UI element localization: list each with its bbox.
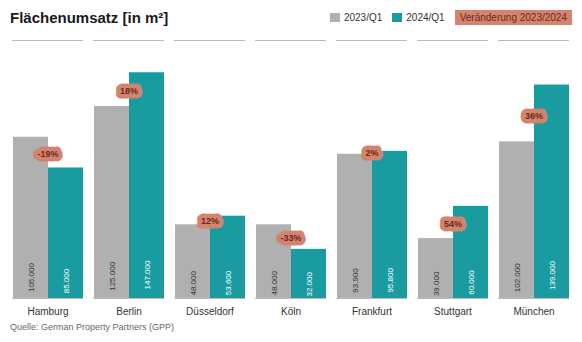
- svg-text:48.000: 48.000: [270, 271, 279, 296]
- html-text:Veränderung 2023/2024: Veränderung 2023/2024: [459, 11, 567, 23]
- svg-text:36%: 36%: [525, 111, 543, 121]
- svg-text:Frankfurt: Frankfurt: [352, 306, 392, 317]
- svg-text:Stuttgart: Stuttgart: [434, 306, 472, 317]
- svg-text:93.900: 93.900: [351, 268, 360, 293]
- svg-text:53.600: 53.600: [224, 270, 233, 295]
- svg-text:12%: 12%: [201, 216, 219, 226]
- svg-text:54%: 54%: [444, 219, 462, 229]
- svg-text:85.000: 85.000: [62, 268, 71, 293]
- svg-text:18%: 18%: [120, 86, 138, 96]
- svg-text:139.000: 139.000: [548, 260, 557, 289]
- svg-text:-19%: -19%: [37, 149, 58, 159]
- svg-text:105.000: 105.000: [27, 263, 36, 292]
- svg-text:48.000: 48.000: [189, 271, 198, 296]
- svg-text:Düsseldorf: Düsseldorf: [186, 306, 234, 317]
- svg-text:Hamburg: Hamburg: [27, 306, 68, 317]
- svg-text:München: München: [513, 306, 554, 317]
- svg-text:2%: 2%: [365, 148, 378, 158]
- svg-text:32.000: 32.000: [305, 272, 314, 297]
- svg-text:39.000: 39.000: [432, 271, 441, 296]
- svg-text:Berlin: Berlin: [116, 306, 142, 317]
- svg-text:95.800: 95.800: [386, 268, 395, 293]
- html-text:2023/Q1: 2023/Q1: [343, 11, 383, 23]
- svg-text:102.000: 102.000: [513, 263, 522, 292]
- html-text:2024/Q1: 2024/Q1: [406, 11, 445, 23]
- html-text:Quelle: German Property Partne: Quelle: German Property Partners (GPP): [10, 322, 175, 332]
- html-text:Flächenumsatz [in m²]: Flächenumsatz [in m²]: [10, 8, 169, 26]
- svg-text:-33%: -33%: [280, 233, 301, 243]
- svg-text:60.000: 60.000: [467, 270, 476, 295]
- svg-text:147.000: 147.000: [143, 260, 152, 289]
- svg-text:125.000: 125.000: [108, 261, 117, 290]
- svg-text:Köln: Köln: [281, 306, 301, 317]
